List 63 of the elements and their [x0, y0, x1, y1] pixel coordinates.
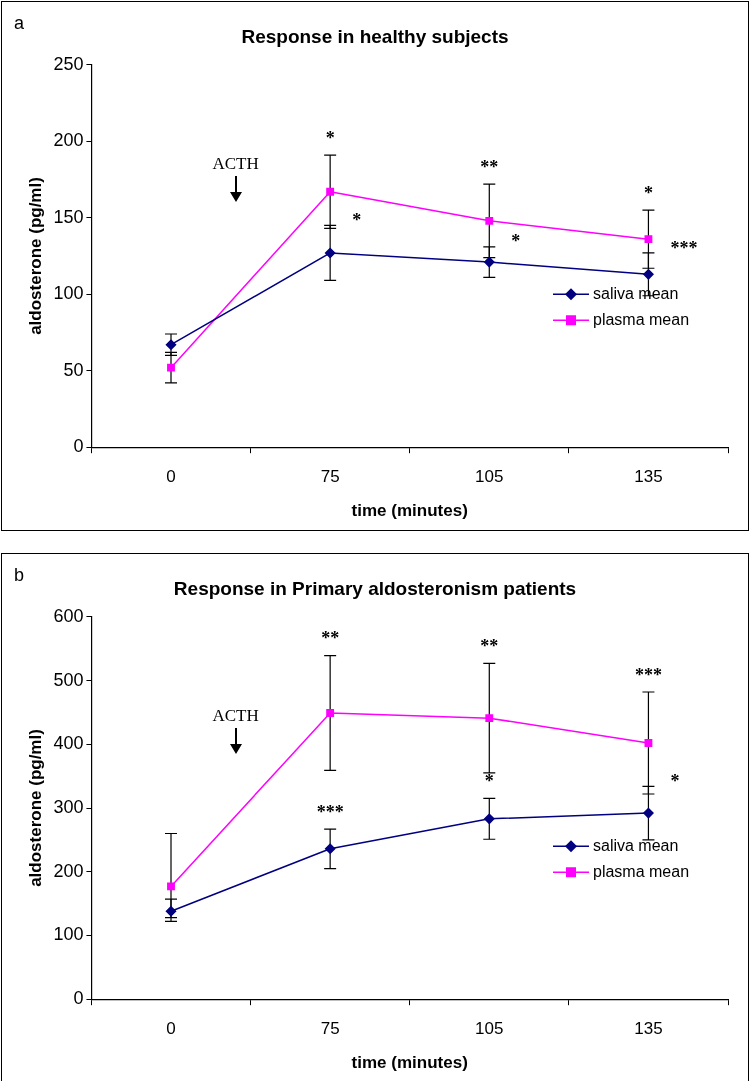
point	[167, 363, 175, 372]
x-tick-label: 0	[166, 1019, 176, 1039]
annotation: *	[670, 770, 680, 791]
legend-label: saliva mean	[593, 284, 679, 302]
x-axis-title: time (minutes)	[351, 501, 468, 521]
x-tick-label: 135	[634, 467, 663, 487]
annotation: **	[480, 156, 499, 177]
annotation: *	[643, 182, 653, 203]
y-axis-title: aldosterone (pg/ml)	[25, 729, 45, 887]
y-tick-label: 500	[53, 669, 84, 690]
x-tick-label: 75	[320, 467, 340, 487]
chart-title: Response in healthy subjects	[241, 25, 509, 47]
x-tick-label: 0	[166, 467, 176, 487]
text: a	[14, 12, 25, 33]
y-tick-label: 100	[53, 283, 84, 304]
point	[643, 807, 654, 819]
annotation: ACTH	[212, 153, 259, 173]
legend-label: plasma mean	[593, 862, 690, 880]
y-tick-label: 0	[73, 436, 84, 457]
annotation: ***	[670, 237, 698, 258]
annotation: *	[352, 210, 362, 231]
point	[165, 906, 177, 917]
point	[485, 216, 494, 225]
annotation: *	[511, 231, 521, 252]
point	[484, 813, 495, 825]
point	[643, 269, 654, 280]
point	[644, 235, 653, 244]
y-tick-label: 100	[53, 924, 84, 945]
y-tick-label: 250	[53, 53, 84, 74]
annotation: *	[484, 771, 494, 792]
y-tick-label: 200	[53, 860, 84, 881]
x-axis-title: time (minutes)	[351, 1053, 468, 1073]
annotation: **	[321, 628, 340, 649]
x-tick-label: 75	[320, 1019, 340, 1039]
y-axis-title: aldosterone (pg/ml)	[25, 177, 45, 335]
point	[165, 339, 177, 350]
point	[484, 256, 495, 268]
legend-label: saliva mean	[593, 836, 679, 854]
annotation: **	[480, 635, 499, 656]
x-tick-label: 105	[475, 467, 504, 487]
y-tick-label: 300	[53, 796, 84, 817]
y-tick-label: 150	[53, 206, 84, 227]
point	[324, 843, 336, 855]
y-tick-label: 50	[63, 359, 84, 380]
text: b	[14, 564, 25, 585]
legend-label: plasma mean	[593, 310, 690, 328]
point	[326, 709, 335, 717]
annotation: *	[325, 127, 335, 148]
x-tick-label: 105	[475, 1019, 504, 1039]
point	[644, 739, 653, 747]
y-tick-label: 0	[73, 988, 84, 1009]
point	[167, 882, 175, 891]
point	[485, 714, 494, 723]
y-tick-label: 600	[53, 605, 84, 626]
chart-title: Response in Primary aldosteronism patients	[173, 577, 577, 599]
annotation: ***	[634, 664, 662, 685]
point	[326, 187, 335, 196]
annotation: ***	[316, 801, 344, 822]
x-tick-label: 135	[634, 1019, 663, 1039]
y-tick-label: 200	[53, 130, 84, 151]
y-tick-label: 400	[53, 733, 84, 754]
annotation: ACTH	[212, 705, 259, 725]
point	[324, 247, 336, 259]
